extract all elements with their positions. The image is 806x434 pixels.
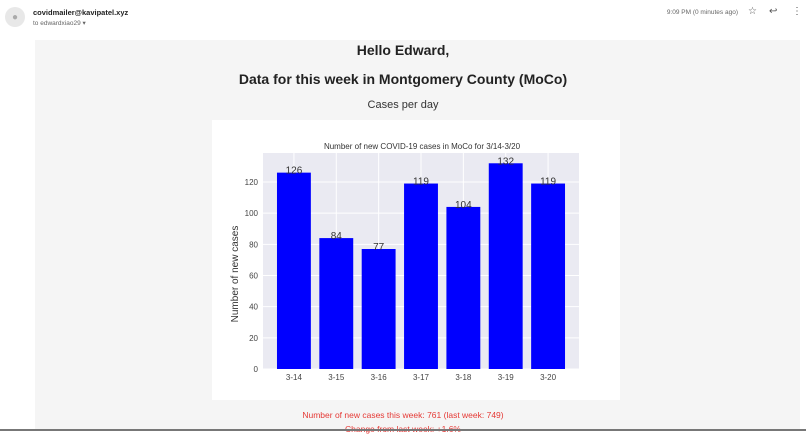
data-label: 119 bbox=[540, 177, 556, 188]
chart-image: 0 20 40 60 80 100 120 126 3-14 84 3-15 77 3-16 119 3-1… bbox=[212, 120, 620, 400]
x-tick-label: 3-19 bbox=[498, 373, 515, 382]
x-tick-label: 3-14 bbox=[286, 373, 303, 382]
data-label: 77 bbox=[373, 242, 385, 253]
bar bbox=[404, 183, 438, 369]
x-tick-label: 3-16 bbox=[371, 373, 388, 382]
y-tick-label: 0 bbox=[254, 365, 259, 374]
greeting: Hello Edward, bbox=[356, 42, 450, 58]
data-label: 132 bbox=[497, 156, 514, 167]
data-label: 119 bbox=[413, 177, 429, 188]
x-tick-label: 3-15 bbox=[328, 373, 345, 382]
chart-title: Number of new COVID-19 cases in MoCo for… bbox=[324, 142, 521, 151]
heading: Data for this week in Montgomery County … bbox=[238, 71, 568, 87]
chevron-down-icon[interactable]: ▾ bbox=[82, 20, 86, 27]
summary-cases: Number of new cases this week: 761 (last… bbox=[302, 410, 504, 420]
y-tick-label: 20 bbox=[249, 334, 258, 343]
sender[interactable]: covidmailer@kavipatel.xyz bbox=[33, 8, 129, 17]
data-label: 126 bbox=[286, 166, 303, 177]
reply-icon[interactable]: ↩ bbox=[769, 6, 778, 17]
recipient-label: to edwardxiao29 bbox=[33, 20, 81, 27]
x-tick-label: 3-18 bbox=[455, 373, 472, 382]
data-label: 104 bbox=[455, 200, 472, 211]
bar bbox=[531, 183, 566, 369]
y-tick-label: 100 bbox=[245, 209, 259, 218]
y-tick-label: 40 bbox=[249, 303, 258, 312]
bar-chart: 0 20 40 60 80 100 120 126 3-14 84 3-15 77 3-16 119 3-1… bbox=[230, 142, 579, 382]
bar bbox=[488, 163, 523, 369]
y-tick-label: 60 bbox=[249, 271, 258, 280]
data-label: 84 bbox=[331, 231, 343, 242]
star-icon[interactable]: ☆ bbox=[748, 6, 757, 17]
y-tick-label: 120 bbox=[245, 178, 259, 187]
more-vert-icon[interactable]: ⋮ bbox=[792, 6, 802, 17]
bar bbox=[361, 249, 396, 369]
y-axis-label: Number of new cases bbox=[230, 226, 241, 323]
divider bbox=[0, 429, 806, 431]
bar bbox=[446, 206, 481, 369]
bar bbox=[319, 238, 354, 369]
subheading: Cases per day bbox=[367, 99, 439, 111]
x-tick-label: 3-17 bbox=[413, 373, 430, 382]
timestamp: 9:09 PM (0 minutes ago) bbox=[666, 9, 738, 16]
y-tick-label: 80 bbox=[249, 240, 258, 249]
recipient[interactable]: to edwardxiao29 ▾ bbox=[33, 19, 86, 27]
avatar: ● bbox=[5, 7, 25, 27]
x-tick-label: 3-20 bbox=[540, 373, 557, 382]
bar bbox=[276, 172, 311, 369]
